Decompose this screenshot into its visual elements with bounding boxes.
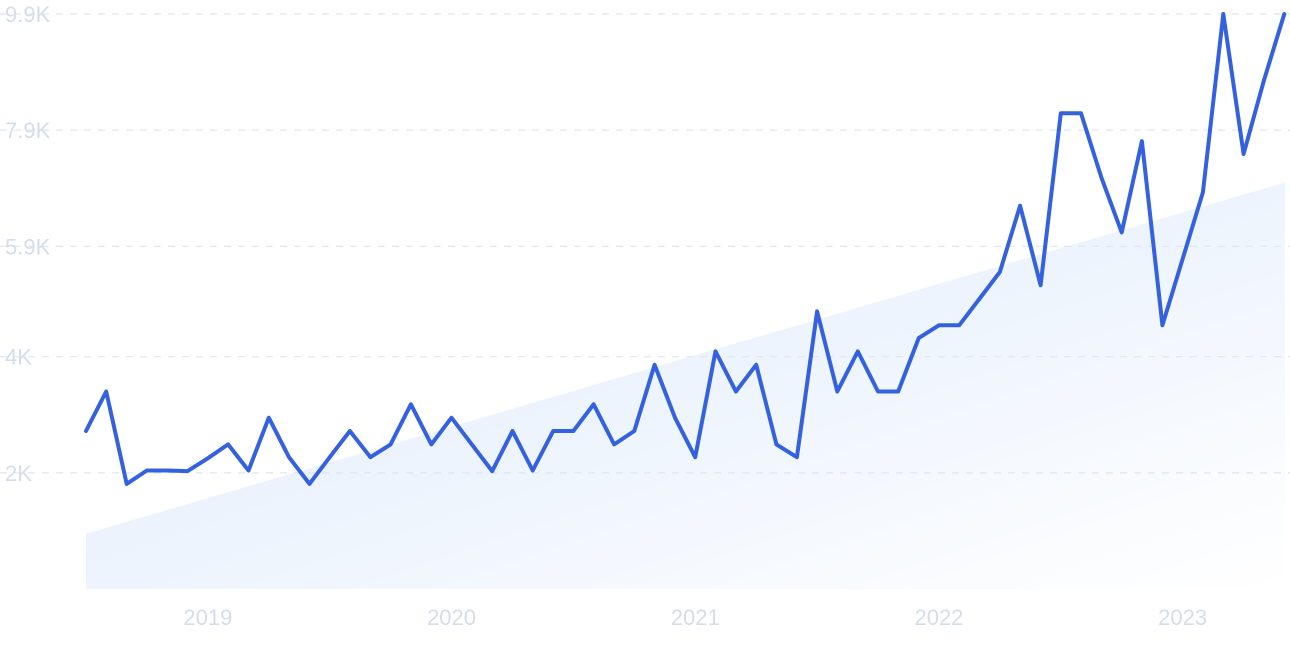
grid-lines — [0, 13, 1290, 474]
trend-area-layer — [86, 182, 1285, 590]
line-series-layer — [84, 12, 1287, 486]
x-axis-tick-labels: 2019 2020 2021 2022 2023 — [183, 605, 1207, 630]
y-tick-label: 4K — [5, 345, 32, 370]
x-tick-label: 2019 — [183, 605, 232, 630]
y-tick-label: 2K — [5, 461, 32, 486]
y-tick-label: 7.9K — [5, 118, 51, 143]
y-tick-label: 9.9K — [5, 2, 51, 27]
trend-area — [86, 182, 1285, 590]
x-tick-label: 2020 — [427, 605, 476, 630]
series-line — [84, 12, 1287, 486]
x-tick-label: 2022 — [914, 605, 963, 630]
x-tick-label: 2023 — [1158, 605, 1207, 630]
y-axis-tick-labels: 2K 4K 5.9K 7.9K 9.9K — [5, 2, 51, 486]
y-tick-label: 5.9K — [5, 234, 51, 259]
x-tick-label: 2021 — [671, 605, 720, 630]
